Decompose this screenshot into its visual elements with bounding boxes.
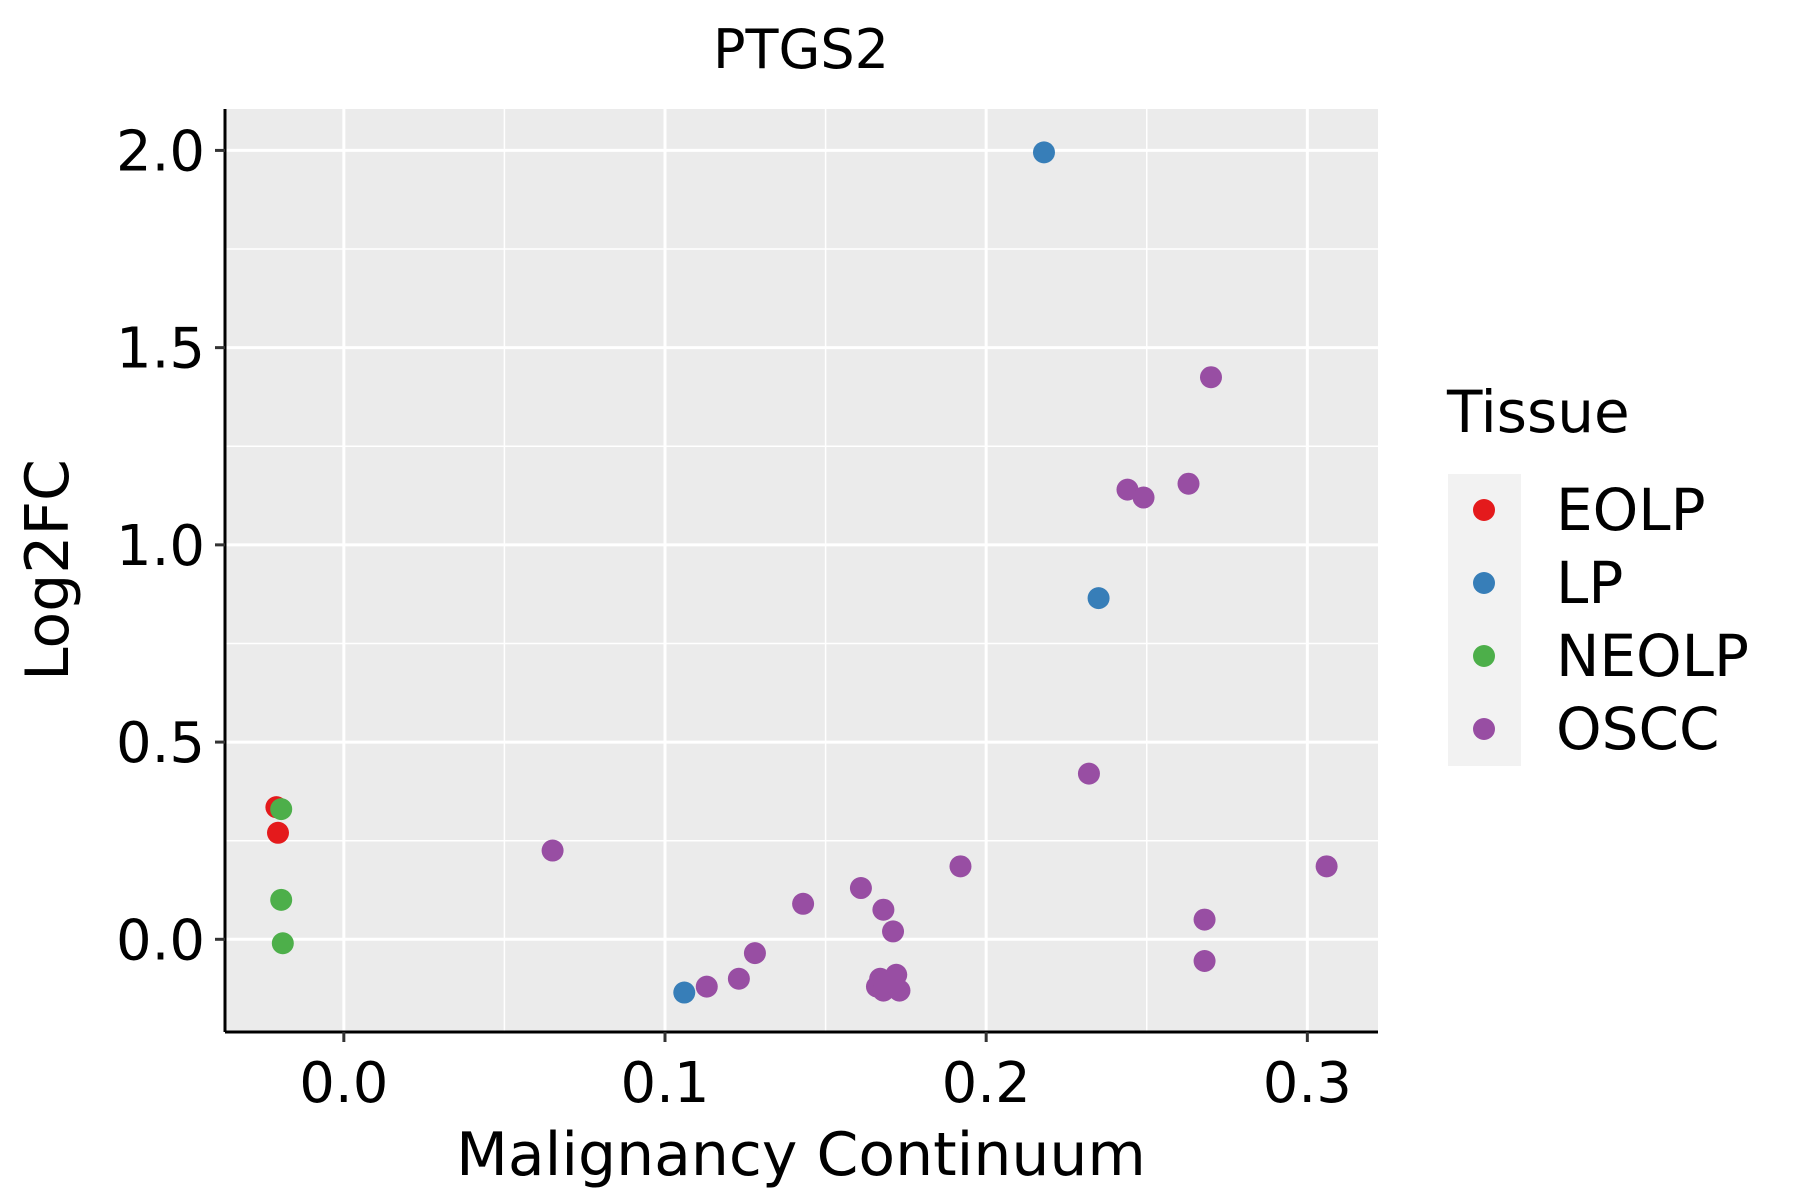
data-point-neolp [271, 932, 294, 955]
data-point-oscc [1132, 486, 1155, 509]
y-axis-label: Log2FC [13, 459, 83, 681]
x-tick-label: 0.2 [942, 1051, 1031, 1116]
legend-key-oscc [1473, 718, 1495, 740]
y-tick-label: 1.5 [116, 317, 205, 382]
x-tick-label: 0.3 [1263, 1051, 1352, 1116]
legend-label-neolp: NEOLP [1556, 622, 1749, 690]
x-axis-label: Malignancy Continuum [456, 1120, 1146, 1190]
data-point-lp [1087, 587, 1110, 610]
y-tick-label: 0.5 [116, 711, 205, 776]
data-point-oscc [1177, 472, 1200, 495]
legend-label-lp: LP [1556, 549, 1623, 617]
data-point-neolp [270, 888, 293, 911]
data-point-lp [1032, 141, 1055, 164]
data-point-neolp [270, 798, 293, 821]
data-point-eolp [266, 821, 289, 844]
data-point-oscc [1193, 908, 1216, 931]
legend-title: Tissue [1446, 378, 1630, 446]
data-point-oscc [743, 942, 766, 965]
legend-key-lp [1473, 572, 1495, 594]
data-point-lp [673, 981, 696, 1004]
data-point-oscc [1199, 366, 1222, 389]
legend-key-background [1448, 474, 1521, 766]
chart-title: PTGS2 [713, 18, 889, 81]
data-point-oscc [1315, 855, 1338, 878]
data-point-oscc [882, 920, 905, 943]
x-tick-label: 0.1 [620, 1051, 709, 1116]
data-points [265, 141, 1338, 1004]
data-point-oscc [872, 898, 895, 921]
data-point-oscc [872, 979, 895, 1002]
x-axis-ticks: 0.0 0.1 0.2 0.3 [299, 1032, 1352, 1116]
plot-panel [225, 109, 1378, 1032]
legend-key-neolp [1473, 645, 1495, 667]
data-point-oscc [949, 855, 972, 878]
y-tick-label: 0.0 [116, 908, 205, 973]
data-point-oscc [541, 839, 564, 862]
data-point-oscc [849, 877, 872, 900]
data-point-oscc [695, 975, 718, 998]
data-point-oscc [727, 967, 750, 990]
y-tick-label: 2.0 [116, 119, 205, 184]
data-point-oscc [888, 979, 911, 1002]
y-tick-label: 1.0 [116, 514, 205, 579]
data-point-oscc [1077, 762, 1100, 785]
legend-label-oscc: OSCC [1556, 695, 1719, 763]
x-tick-label: 0.0 [299, 1051, 388, 1116]
y-axis-ticks: 0.0 0.5 1.0 1.5 2.0 [116, 119, 225, 973]
data-point-oscc [792, 892, 815, 915]
grid-lines [225, 109, 1378, 1032]
data-point-oscc [1193, 950, 1216, 972]
legend-label-eolp: EOLP [1556, 476, 1706, 544]
legend-key-eolp [1473, 499, 1495, 521]
